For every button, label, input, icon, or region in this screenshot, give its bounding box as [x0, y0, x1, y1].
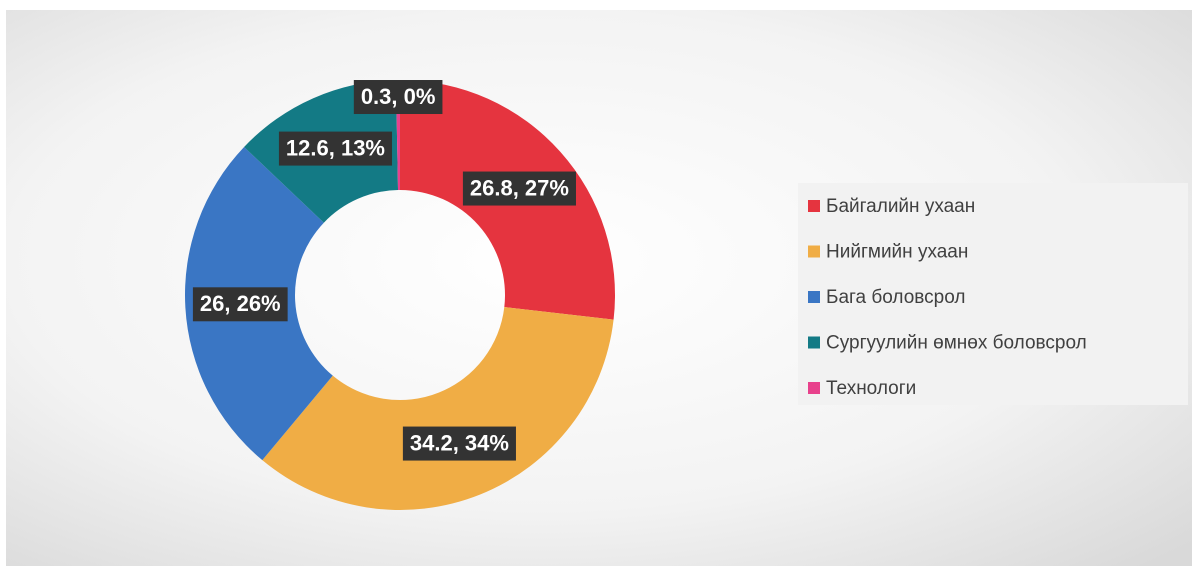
legend-swatch	[808, 291, 820, 303]
legend-label: Технологи	[826, 378, 916, 399]
legend-label: Нийгмийн ухаан	[826, 242, 968, 263]
data-label: 34.2, 34%	[410, 430, 509, 455]
data-label: 26, 26%	[200, 291, 281, 316]
data-label-box	[192, 287, 288, 322]
data-label-box	[353, 80, 443, 115]
data-label: 26.8, 27%	[470, 175, 569, 200]
data-label-box	[462, 171, 576, 206]
legend-swatch	[808, 245, 820, 258]
data-label-box	[402, 426, 516, 461]
data-label: 0.3, 0%	[361, 84, 436, 109]
data-label: 12.6, 13%	[286, 135, 385, 160]
data-label-box	[278, 131, 393, 166]
legend-label: Бага боловсрол	[826, 287, 965, 308]
legend-swatch	[808, 382, 820, 394]
donut-segment	[262, 307, 614, 510]
legend-swatch	[808, 200, 820, 212]
legend-label: Байгалийн ухаан	[826, 196, 975, 217]
legend-box	[798, 183, 1188, 405]
legend-label: Сургуулийн өмнөх боловсрол	[826, 333, 1087, 354]
legend-swatch	[808, 336, 820, 349]
